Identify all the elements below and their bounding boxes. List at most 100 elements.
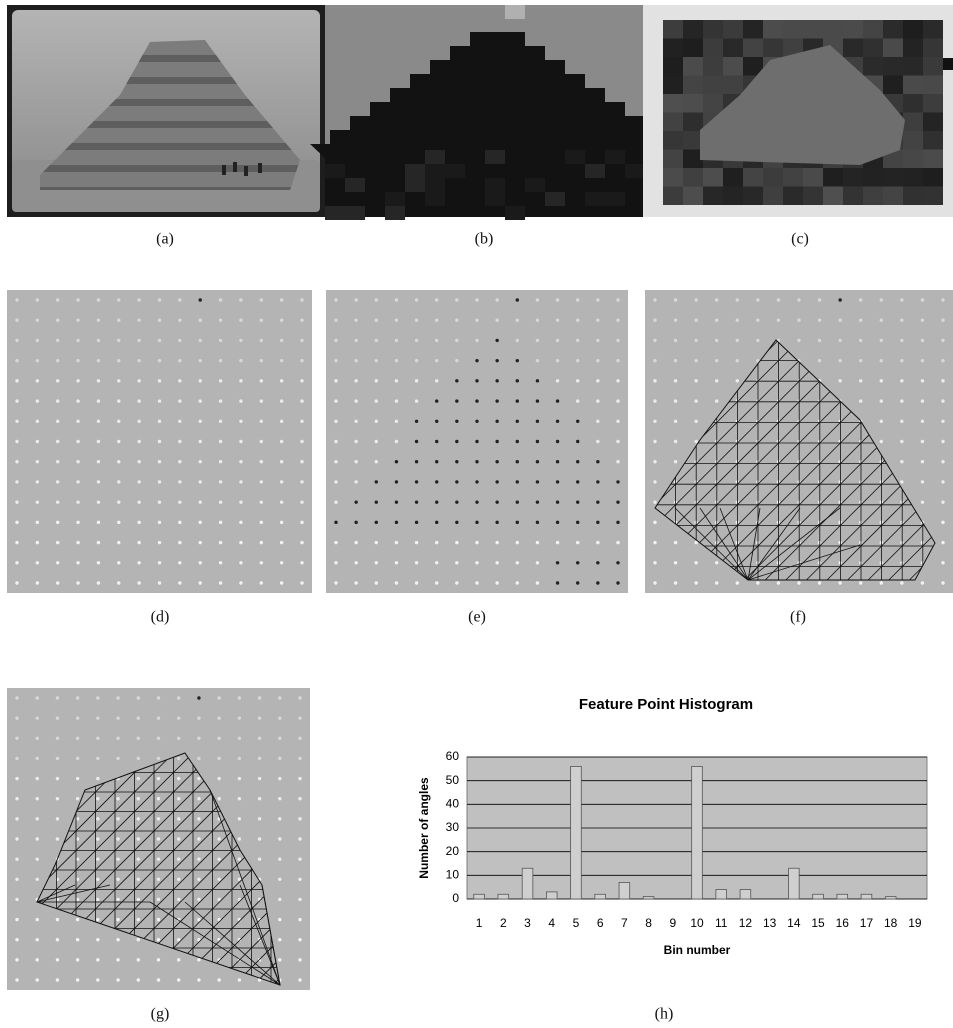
feature-dot: [76, 958, 79, 961]
feature-dot: [900, 359, 903, 362]
feature-dot: [415, 500, 418, 503]
feature-dot: [158, 339, 161, 342]
feature-dot: [278, 696, 281, 699]
feature-dot: [334, 440, 337, 443]
feature-dot: [475, 399, 478, 402]
bar: [522, 868, 533, 899]
feature-dot: [197, 696, 200, 699]
feature-dot: [137, 500, 140, 503]
feature-dot: [576, 359, 579, 362]
feature-dot: [36, 737, 39, 740]
feature-dot: [116, 737, 119, 740]
feature-dot: [15, 399, 18, 402]
feature-dot: [475, 298, 478, 301]
feature-dot: [219, 339, 222, 342]
feature-dot: [715, 359, 718, 362]
feature-dot: [36, 298, 39, 301]
feature-dot: [199, 399, 202, 402]
feature-dot: [838, 298, 841, 301]
feature-dot: [280, 339, 283, 342]
feature-dot: [178, 440, 181, 443]
feature-dot: [455, 399, 458, 402]
feature-dot: [859, 379, 862, 382]
feature-dot: [197, 978, 200, 981]
feature-dot: [300, 359, 303, 362]
feature-dot: [941, 581, 944, 584]
feature-dot: [260, 500, 263, 503]
feature-dot: [516, 379, 519, 382]
feature-dot: [616, 480, 619, 483]
feature-dot: [516, 581, 519, 584]
feature-dot: [158, 420, 161, 423]
y-tick-label: 20: [446, 844, 460, 858]
block: [923, 113, 943, 132]
feature-dot: [116, 696, 119, 699]
feature-dot: [415, 581, 418, 584]
block: [663, 187, 683, 206]
feature-dot: [199, 379, 202, 382]
block: [485, 192, 505, 206]
block: [683, 39, 703, 58]
feature-dot: [177, 898, 180, 901]
feature-dot: [36, 918, 39, 921]
block: [743, 39, 763, 58]
feature-dot: [375, 561, 378, 564]
feature-dot: [354, 440, 357, 443]
block: [903, 20, 923, 39]
feature-dot: [96, 898, 99, 901]
feature-dot: [921, 359, 924, 362]
feature-dot: [217, 878, 220, 881]
feature-dot: [36, 696, 39, 699]
feature-dot: [239, 460, 242, 463]
feature-dot: [556, 298, 559, 301]
feature-dot: [15, 797, 18, 800]
panel-label: (a): [156, 231, 174, 248]
feature-dot: [415, 298, 418, 301]
feature-dot: [197, 918, 200, 921]
feature-dot: [137, 918, 140, 921]
block: [883, 168, 903, 187]
feature-dot: [455, 581, 458, 584]
feature-dot: [137, 521, 140, 524]
feature-dot: [536, 521, 539, 524]
block: [763, 187, 783, 206]
feature-dot: [76, 837, 79, 840]
feature-dot: [137, 298, 140, 301]
feature-dot: [56, 500, 59, 503]
y-tick-label: 40: [446, 797, 460, 811]
block: [903, 168, 923, 187]
feature-dot: [76, 797, 79, 800]
feature-dot: [941, 339, 944, 342]
feature-dot: [217, 978, 220, 981]
feature-dot: [455, 541, 458, 544]
feature-dot: [475, 541, 478, 544]
feature-dot: [137, 837, 140, 840]
block: [783, 187, 803, 206]
feature-dot: [455, 359, 458, 362]
feature-dot: [177, 857, 180, 860]
page: {"panels": [{"label": "(a)"}, {"label": …: [0, 0, 953, 1028]
feature-dot: [258, 817, 261, 820]
block: [485, 150, 505, 164]
block: [683, 187, 703, 206]
feature-dot: [556, 541, 559, 544]
feature-dot: [653, 420, 656, 423]
feature-dot: [354, 541, 357, 544]
feature-dot: [556, 581, 559, 584]
feature-dot: [556, 480, 559, 483]
feature-dot: [435, 440, 438, 443]
feature-dot: [818, 298, 821, 301]
feature-dot: [435, 480, 438, 483]
feature-dot: [653, 319, 656, 322]
feature-dot: [354, 399, 357, 402]
feature-dot: [395, 359, 398, 362]
feature-dot: [455, 379, 458, 382]
feature-dot: [117, 339, 120, 342]
feature-dot: [158, 541, 161, 544]
feature-dot: [15, 500, 18, 503]
feature-dot: [455, 298, 458, 301]
feature-dot: [260, 581, 263, 584]
feature-dot: [56, 541, 59, 544]
feature-dot: [117, 480, 120, 483]
feature-dot: [117, 379, 120, 382]
